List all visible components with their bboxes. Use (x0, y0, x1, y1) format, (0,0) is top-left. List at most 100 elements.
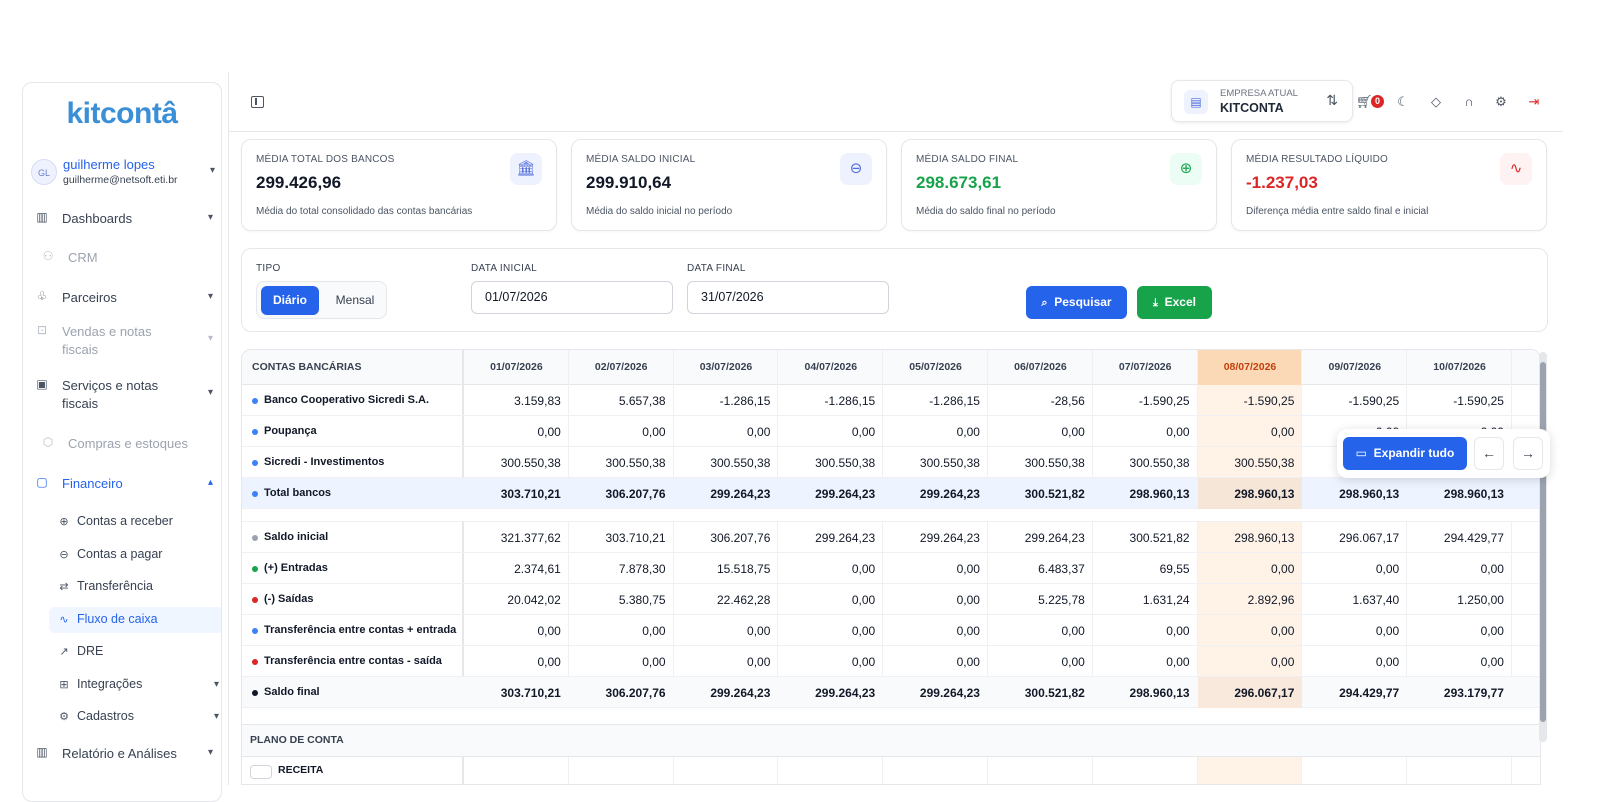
headset-icon[interactable]: ∩ (1464, 94, 1474, 109)
date-header[interactable]: 05/07/2026 (909, 361, 962, 373)
tipo-diario-button[interactable]: Diário (261, 286, 319, 315)
row-dot-icon (252, 491, 258, 497)
sidebar-item-label: CRM (68, 250, 98, 265)
sidebar-sub-label: Contas a pagar (77, 547, 163, 561)
table-cell: 300.550,38 (605, 456, 666, 470)
date-header[interactable]: 11/07/2026 (1512, 361, 1540, 373)
card-title: MÉDIA TOTAL DOS BANCOS (256, 154, 395, 165)
data-inicial-label: DATA INICIAL (471, 263, 538, 274)
date-header[interactable]: 09/07/2026 (1328, 361, 1382, 373)
table-cell: 0,00 (1061, 655, 1085, 669)
column-divider (567, 350, 569, 784)
table-cell: 69,55 (1159, 562, 1190, 576)
table-cell: 298.960,13 (1443, 487, 1504, 501)
date-header[interactable]: 04/07/2026 (804, 361, 858, 373)
sidebar-sub-contas-a-pagar[interactable]: ⊖ Contas a pagar (49, 542, 221, 568)
row-dot-icon (252, 460, 258, 466)
arrow-right-icon[interactable]: → (1513, 437, 1543, 470)
table-cell: 0,00 (1480, 562, 1504, 576)
table-cell: 0,00 (1375, 562, 1400, 576)
sidebar-item-label: Parceiros (62, 290, 117, 305)
briefcase-icon: ▣ (36, 377, 48, 391)
expand-row-icon[interactable] (250, 765, 272, 779)
data-final-label: DATA FINAL (687, 263, 746, 274)
table-cell: 0,00 (851, 562, 876, 576)
sidebar-item-servi-os-e-notas-fiscais[interactable]: ▣ Serviços e notas fiscais ▾ (35, 377, 213, 415)
table-cell: 0,00 (537, 425, 561, 439)
date-header[interactable]: 08/07/2026 (1223, 361, 1277, 373)
table-cell: 0,00 (1061, 425, 1085, 439)
summary-card: MÉDIA SALDO FINAL 298.673,61 Média do sald… (901, 139, 1217, 231)
arrow-left-icon[interactable]: ← (1474, 437, 1504, 470)
kitconta-logo[interactable]: kitcontâ (66, 97, 178, 130)
row-label: (+) Entradas (264, 562, 328, 574)
table-row (242, 553, 1540, 584)
sidebar-item-label: Dashboards (62, 211, 133, 226)
expand-all-button[interactable]: ▭ Expandir tudo (1343, 437, 1467, 470)
table-cell: -1.590,25 (1243, 394, 1295, 408)
table-cell: 0,00 (956, 655, 980, 669)
arrow-down-circle-icon: ⊖ (59, 549, 69, 561)
table-cell: 298.960,13 (1234, 531, 1295, 545)
sidebar-sub-contas-a-receber[interactable]: ⊕ Contas a receber (49, 509, 221, 535)
highlight-cell-bg (1197, 677, 1303, 708)
sidebar-item-vendas-e-notas-fiscais[interactable]: ⊡ Vendas e notas fiscais ▾ (35, 323, 213, 361)
toggle-sidebar-icon[interactable] (251, 96, 264, 108)
sidebar-sub-cadastros[interactable]: ⚙ Cadastros ▾ (49, 704, 221, 730)
scrollbar-thumb[interactable] (1540, 362, 1546, 722)
table-cell: 0,00 (642, 624, 666, 638)
logout-icon[interactable]: ⇥ (1528, 94, 1540, 109)
card-value: -1.237,03 (1246, 173, 1318, 192)
vertical-scrollbar[interactable] (1539, 352, 1547, 742)
table-cell: 0,00 (537, 655, 561, 669)
swap-icon[interactable]: ⇅ (1326, 92, 1338, 108)
table-cell: 300.521,82 (1024, 686, 1085, 700)
sidebar-sub-dre[interactable]: ↗ DRE (49, 639, 221, 665)
company-selector[interactable]: ▤ EMPRESA ATUAL KITCONTA ⇅ (1171, 80, 1353, 122)
main-area: ▤ EMPRESA ATUAL KITCONTA ⇅ 🛒︎ 0 ☾ ◇ ∩ ⚙ … (228, 72, 1563, 785)
sidebar-sub-fluxo-de-caixa[interactable]: ∿ Fluxo de caixa (49, 607, 221, 633)
date-header[interactable]: 03/07/2026 (699, 361, 753, 373)
table-cell: 0,00 (1375, 655, 1400, 669)
search-button[interactable]: ⌕ Pesquisar (1026, 286, 1127, 319)
sidebar-item-compras-e-estoques[interactable]: ⬡ Compras e estoques (35, 435, 213, 453)
table-cell: 300.550,38 (500, 456, 561, 470)
row-label: Banco Cooperativo Sicredi S.A. (264, 394, 430, 406)
user-email: guilherme@netsoft.eti.br (63, 174, 178, 186)
cart-icon[interactable]: 🛒︎ (1356, 94, 1373, 109)
sidebar-sub-integracoes[interactable]: ⊞ Integrações ▾ (49, 672, 221, 698)
sidebar-sub-transferencia[interactable]: ⇄ Transferência (49, 574, 221, 600)
table-row (242, 522, 1540, 553)
sidebar-item-relat-rio-e-an-lises[interactable]: ▥ Relatório e Análises ▾ (35, 745, 213, 763)
moon-icon[interactable]: ☾ (1397, 94, 1409, 109)
table-cell: 0,00 (851, 593, 876, 607)
highlight-column-header (1197, 350, 1303, 385)
card-description: Média do total consolidado das contas ba… (256, 206, 473, 217)
tipo-mensal-button[interactable]: Mensal (335, 293, 375, 307)
date-header[interactable]: 01/07/2026 (490, 361, 543, 373)
sidebar-item-dashboards[interactable]: ▥ Dashboards ▾ (35, 210, 213, 228)
sidebar-item-parceiros[interactable]: ♧ Parceiros ▾ (35, 289, 213, 307)
sidebar-item-financeiro[interactable]: ▢ Financeiro ▴ (35, 475, 213, 493)
table-row (242, 584, 1540, 615)
bank-icon: 🏛︎ (510, 153, 542, 185)
summary-card: MÉDIA TOTAL DOS BANCOS 299.426,96 Média do… (241, 139, 557, 231)
gear-icon[interactable]: ⚙ (1495, 94, 1507, 109)
data-inicial-input[interactable]: 01/07/2026 (471, 281, 673, 314)
table-cell: 0,00 (1166, 425, 1190, 439)
chevron-down-icon[interactable]: ▾ (209, 165, 215, 176)
date-header[interactable]: 07/07/2026 (1118, 361, 1172, 373)
table-cell: 300.550,38 (919, 456, 980, 470)
date-header[interactable]: 06/07/2026 (1014, 361, 1067, 373)
sidebar-item-crm[interactable]: ⚇ CRM (35, 249, 213, 267)
excel-button[interactable]: ⤓ Excel (1137, 286, 1212, 319)
table-cell: 0,00 (642, 425, 666, 439)
date-header[interactable]: 02/07/2026 (594, 361, 648, 373)
data-final-input[interactable]: 31/07/2026 (687, 281, 889, 314)
table-cell: 296.067,17 (1339, 531, 1400, 545)
column-divider (777, 350, 779, 784)
user-profile[interactable]: GL guilherme lopes guilherme@netsoft.eti… (29, 155, 217, 191)
column-divider (1196, 350, 1198, 784)
diamond-icon[interactable]: ◇ (1431, 94, 1441, 109)
date-header[interactable]: 10/07/2026 (1433, 361, 1486, 373)
